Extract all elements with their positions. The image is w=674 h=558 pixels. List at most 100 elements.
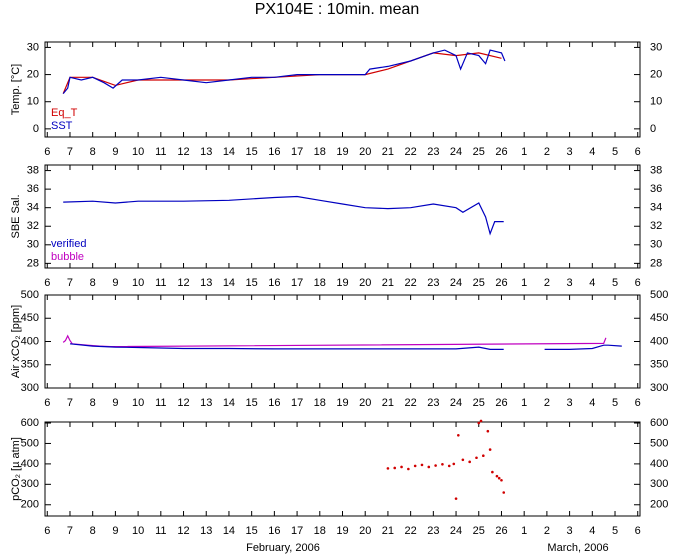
x-tick-label: 6 bbox=[635, 146, 641, 158]
y-tick-label: 400 bbox=[650, 458, 668, 470]
y-tick-label: 36 bbox=[650, 183, 662, 195]
data-point bbox=[393, 466, 397, 470]
x-tick-label: 7 bbox=[67, 397, 73, 409]
data-point bbox=[468, 460, 471, 464]
x-tick-label: 19 bbox=[336, 146, 348, 158]
y-tick-label: 10 bbox=[650, 96, 662, 108]
data-point bbox=[479, 419, 483, 423]
x-tick-label: 2 bbox=[544, 525, 550, 537]
x-tick-label: 12 bbox=[177, 146, 189, 158]
data-point bbox=[420, 463, 424, 467]
x-tick-label: 21 bbox=[382, 146, 394, 158]
x-tick-label: 21 bbox=[382, 277, 394, 289]
x-tick-label: 8 bbox=[90, 525, 96, 537]
x-tick-label: 9 bbox=[112, 525, 118, 537]
x-tick-label: 26 bbox=[495, 146, 507, 158]
plot-frame bbox=[44, 421, 641, 517]
data-point bbox=[447, 464, 451, 468]
data-point bbox=[441, 463, 444, 466]
x-tick-label: 11 bbox=[155, 525, 166, 537]
x-tick-label: 2 bbox=[544, 146, 550, 158]
y-tick-label: 30 bbox=[650, 239, 662, 251]
x-tick-label: 26 bbox=[495, 397, 507, 409]
y-tick-label: 600 bbox=[650, 417, 668, 429]
y-tick-label: 28 bbox=[27, 257, 39, 269]
x-tick-label: 6 bbox=[635, 397, 641, 409]
x-tick-label: 20 bbox=[359, 397, 371, 409]
x-tick-label: 3 bbox=[567, 525, 573, 537]
x-tick-label: 23 bbox=[427, 525, 439, 537]
y-axis-label: SBE Sal. bbox=[10, 194, 22, 238]
x-tick-label: 5 bbox=[612, 146, 618, 158]
x-tick-label: 11 bbox=[155, 277, 166, 289]
data-point bbox=[488, 448, 492, 451]
y-tick-label: 500 bbox=[650, 289, 668, 301]
x-tick-label: 1 bbox=[521, 146, 527, 158]
x-tick-label: 26 bbox=[495, 525, 507, 537]
data-point bbox=[495, 474, 499, 478]
data-point bbox=[427, 465, 431, 469]
x-tick-label: 13 bbox=[200, 525, 212, 537]
y-tick-label: 350 bbox=[650, 359, 668, 371]
data-point bbox=[452, 462, 456, 466]
month-label: March, 2006 bbox=[547, 542, 608, 554]
y-tick-label: 34 bbox=[650, 202, 662, 214]
y-axis-label: pCO₂ [µ atm] bbox=[10, 437, 22, 501]
y-tick-label: 300 bbox=[21, 382, 39, 394]
y-tick-label: 30 bbox=[650, 41, 662, 53]
x-tick-label: 4 bbox=[589, 397, 595, 409]
x-tick-label: 7 bbox=[67, 525, 73, 537]
x-tick-label: 17 bbox=[291, 525, 303, 537]
x-tick-label: 6 bbox=[635, 277, 641, 289]
y-tick-label: 200 bbox=[21, 499, 39, 511]
y-tick-label: 600 bbox=[21, 417, 39, 429]
y-tick-label: 32 bbox=[27, 220, 39, 232]
data-point bbox=[500, 478, 503, 482]
data-point bbox=[475, 456, 478, 460]
x-tick-label: 11 bbox=[155, 146, 166, 158]
y-tick-label: 38 bbox=[650, 164, 662, 176]
y-tick-label: 0 bbox=[33, 123, 39, 135]
y-tick-label: 500 bbox=[21, 437, 39, 449]
y-tick-label: 20 bbox=[27, 68, 39, 80]
x-tick-label: 6 bbox=[44, 525, 50, 537]
x-tick-label: 3 bbox=[567, 146, 573, 158]
data-point bbox=[482, 454, 485, 458]
x-tick-label: 16 bbox=[268, 525, 280, 537]
x-tick-label: 6 bbox=[44, 277, 50, 289]
month-label: February, 2006 bbox=[246, 542, 320, 554]
data-point bbox=[502, 491, 506, 494]
x-tick-label: 10 bbox=[132, 397, 144, 409]
x-tick-label: 1 bbox=[521, 397, 527, 409]
data-point bbox=[461, 458, 465, 462]
x-tick-label: 5 bbox=[612, 277, 618, 289]
series-line bbox=[62, 52, 502, 94]
x-tick-label: 6 bbox=[635, 525, 641, 537]
x-tick-label: 13 bbox=[200, 277, 212, 289]
data-point bbox=[407, 467, 410, 471]
y-tick-label: 500 bbox=[21, 289, 39, 301]
x-tick-label: 9 bbox=[112, 397, 118, 409]
x-tick-label: 14 bbox=[223, 525, 235, 537]
x-tick-label: 6 bbox=[44, 397, 50, 409]
y-tick-label: 30 bbox=[27, 41, 39, 53]
x-tick-label: 21 bbox=[382, 397, 394, 409]
x-tick-label: 2 bbox=[544, 277, 550, 289]
x-tick-label: 19 bbox=[336, 397, 348, 409]
x-tick-label: 5 bbox=[612, 525, 618, 537]
series-line bbox=[62, 334, 607, 348]
legend-label: SST bbox=[51, 120, 73, 132]
y-axis-label: Temp. [°C] bbox=[10, 64, 22, 115]
x-tick-label: 13 bbox=[200, 397, 212, 409]
x-tick-label: 14 bbox=[223, 277, 235, 289]
x-tick-label: 4 bbox=[589, 277, 595, 289]
y-tick-label: 30 bbox=[27, 239, 39, 251]
x-tick-label: 14 bbox=[223, 146, 235, 158]
legend-label: verified bbox=[51, 238, 86, 250]
x-tick-label: 8 bbox=[90, 146, 96, 158]
x-tick-label: 5 bbox=[612, 397, 618, 409]
y-tick-label: 200 bbox=[650, 499, 668, 511]
x-tick-label: 19 bbox=[336, 277, 348, 289]
data-point bbox=[477, 421, 481, 425]
